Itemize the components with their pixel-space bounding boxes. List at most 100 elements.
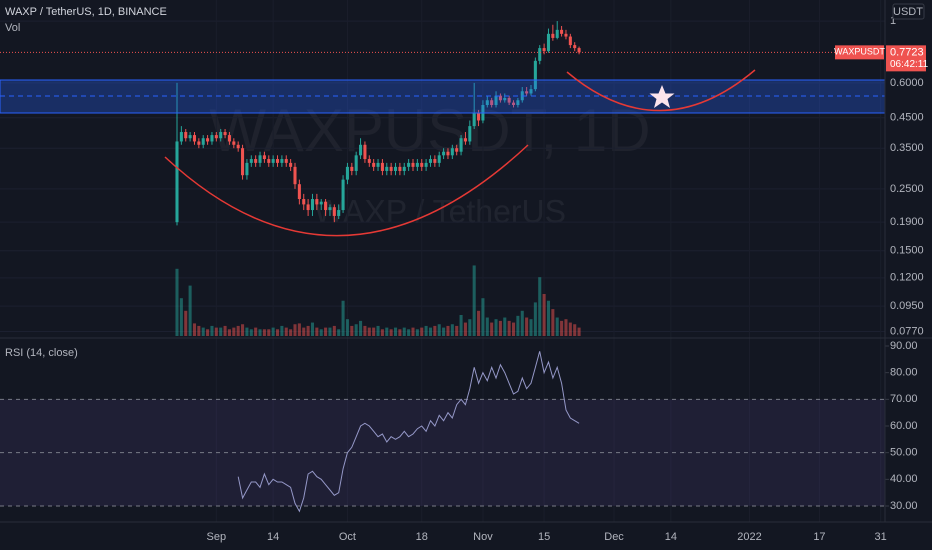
volume-bar xyxy=(516,315,520,336)
candle-body xyxy=(372,162,376,167)
currency[interactable]: USDT xyxy=(893,6,923,18)
volume-bar xyxy=(507,320,511,336)
volume-bar xyxy=(227,329,231,336)
volume-bar xyxy=(214,327,218,336)
volume-bar xyxy=(271,327,275,336)
volume-bar xyxy=(306,325,310,336)
volume-bar xyxy=(407,329,411,336)
candle-body xyxy=(179,132,183,142)
volume-bar xyxy=(520,310,524,336)
volume-bar xyxy=(481,298,485,336)
volume-bar xyxy=(420,327,424,336)
candle-body xyxy=(184,132,188,139)
volume-bar xyxy=(275,329,280,336)
x-tick-label: Oct xyxy=(339,531,356,543)
x-tick-label: 14 xyxy=(267,531,279,543)
volume-bar xyxy=(350,325,354,336)
candle-body xyxy=(354,155,358,171)
candle-body xyxy=(241,148,245,176)
volume-bar xyxy=(568,322,572,336)
candle-body xyxy=(507,97,511,103)
candle-body xyxy=(463,138,467,142)
volume-bar xyxy=(328,327,332,336)
candle-body xyxy=(560,29,564,34)
volume-bar xyxy=(459,315,463,336)
candle-body xyxy=(223,132,227,136)
y-tick-label: 90.00 xyxy=(890,340,918,352)
candle-body xyxy=(393,166,398,171)
candle-body xyxy=(275,159,280,163)
x-tick-label: 31 xyxy=(875,531,887,543)
volume-bar xyxy=(490,322,494,336)
volume-bar xyxy=(411,327,415,336)
candle-body xyxy=(197,141,201,145)
y-tick-label: 30.00 xyxy=(890,500,918,512)
volume-bar xyxy=(267,329,271,336)
candle-body xyxy=(503,97,507,101)
candle-body xyxy=(485,100,489,105)
volume-bar xyxy=(232,327,236,336)
y-tick-label: 80.00 xyxy=(890,367,918,379)
volume-bar xyxy=(468,319,472,336)
volume-bar xyxy=(175,268,179,336)
candle-body xyxy=(407,162,411,167)
x-tick-label: Nov xyxy=(473,531,493,543)
candle-body xyxy=(201,138,205,145)
symbol-tag xyxy=(835,45,884,60)
candle-body xyxy=(188,135,192,139)
candle-body xyxy=(442,151,446,156)
candle-body xyxy=(437,155,441,163)
volume-bar xyxy=(424,325,428,336)
candle-body xyxy=(267,159,271,163)
volume-bar xyxy=(446,325,450,336)
volume-bar xyxy=(324,327,328,336)
volume-bar xyxy=(529,319,533,336)
volume-bar xyxy=(376,325,380,336)
volume-bar xyxy=(402,327,406,336)
candle-body xyxy=(210,135,214,142)
volume-bar xyxy=(179,298,183,336)
volume-bar xyxy=(577,327,581,336)
candle-body xyxy=(542,48,546,52)
y-tick-label: 0.0770 xyxy=(890,325,924,337)
volume-bar xyxy=(533,302,537,336)
volume-bar xyxy=(380,329,384,336)
candle-body xyxy=(293,166,297,185)
volume-bar xyxy=(564,319,568,336)
candle-body xyxy=(245,162,249,176)
volume-bar xyxy=(525,317,529,336)
volume-bar xyxy=(236,325,240,336)
candle-body xyxy=(380,162,384,171)
x-tick-label: 17 xyxy=(813,531,825,543)
y-tick-label: 0.3500 xyxy=(890,142,924,154)
volume-bar xyxy=(241,324,245,336)
candle-body xyxy=(249,159,253,163)
candle-body xyxy=(284,159,288,163)
volume-bar xyxy=(463,322,467,336)
watermark: WAXPUSDT, 1D xyxy=(209,97,650,164)
candle-body xyxy=(477,112,481,121)
volume-bar xyxy=(389,329,393,336)
volume-bar xyxy=(345,319,349,336)
volume-bar xyxy=(254,327,258,336)
currency-box[interactable] xyxy=(892,3,925,20)
x-tick-label: 14 xyxy=(665,531,677,543)
volume-bar xyxy=(201,327,205,336)
volume-bar xyxy=(319,329,323,336)
volume-bar xyxy=(262,329,266,336)
volume-bar xyxy=(442,327,446,336)
volume-bar xyxy=(450,324,454,336)
y-tick-label: 0.1900 xyxy=(890,216,924,228)
volume-bar xyxy=(551,309,555,336)
candle-body xyxy=(280,159,284,163)
volume-bar xyxy=(210,325,214,336)
y-tick-label: 0.1200 xyxy=(890,272,924,284)
volume-bar xyxy=(472,265,476,336)
volume-bar xyxy=(542,294,546,336)
candle-body xyxy=(402,166,406,171)
volume-bar xyxy=(245,327,249,336)
volume-bar xyxy=(197,325,201,336)
candle-body xyxy=(345,166,349,180)
candle-body xyxy=(516,100,520,105)
